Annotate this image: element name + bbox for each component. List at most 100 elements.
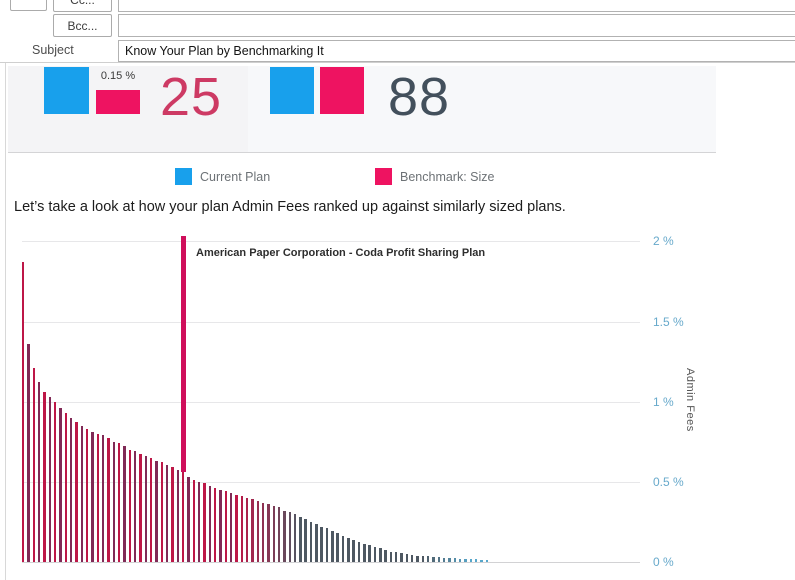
gridline-1pct [22, 402, 640, 403]
plan-bar [459, 558, 462, 562]
plan-bar [389, 551, 393, 562]
plan-bar [208, 485, 211, 562]
plan-bar [448, 557, 451, 562]
gridline-2pct [22, 241, 640, 242]
plan-bar [325, 528, 329, 562]
plan-bar [187, 476, 190, 562]
plan-bar [229, 492, 233, 562]
bcc-field[interactable] [118, 14, 795, 37]
plan-bar [32, 367, 36, 562]
admin-fees-bar-chart: 2 % 1.5 % 1 % 0.5 % 0 % Admin Fees Ameri… [0, 228, 795, 580]
plan-bar [443, 557, 446, 562]
cc-button[interactable]: Cc... [53, 0, 112, 12]
plan-bar [261, 502, 265, 562]
plan-bar [171, 467, 174, 562]
to-button-partial[interactable] [10, 0, 47, 11]
plan-bar [320, 526, 323, 562]
plan-bar [203, 483, 206, 562]
plan-bar [22, 261, 25, 562]
current-plan-annotation: American Paper Corporation - Coda Profit… [196, 247, 486, 259]
metric-card-plan-count [248, 66, 716, 153]
plan-bar [176, 469, 179, 562]
plan-bar [315, 524, 318, 562]
plan-bar [379, 548, 382, 562]
bcc-button[interactable]: Bcc... [53, 14, 112, 37]
plan-bar [48, 396, 52, 562]
plan-bar [368, 545, 371, 562]
plan-bar [453, 558, 457, 562]
plan-bar [80, 425, 84, 562]
plan-bar [112, 441, 115, 562]
plan-bar [411, 554, 414, 562]
plan-bar [155, 460, 158, 562]
plan-bar [219, 489, 222, 562]
plan-bar [469, 559, 473, 562]
ytick-1pct: 1 % [653, 395, 674, 409]
plan-bar [384, 549, 387, 562]
x-axis-baseline [22, 562, 640, 563]
current-plan-bar [181, 472, 185, 562]
subject-label: Subject [32, 43, 74, 57]
plan-bar [421, 555, 425, 562]
plan-bar [64, 412, 68, 562]
plan-bar [277, 507, 281, 562]
legend-benchmark-label: Benchmark: Size [400, 170, 495, 184]
plan-bar [53, 401, 57, 562]
plan-bar [69, 417, 73, 562]
plan-bar [197, 481, 201, 562]
ytick-0pct: 0 % [653, 555, 674, 569]
plan-bar [213, 488, 217, 562]
plan-bar [464, 558, 467, 562]
benchmark-swatch-large [320, 67, 364, 114]
plan-bar [405, 553, 409, 562]
ytick-0-5pct: 0.5 % [653, 475, 684, 489]
subject-field[interactable] [118, 40, 795, 62]
plan-bar [485, 559, 489, 562]
gridline-1-5pct [22, 322, 640, 323]
compose-header: Cc... Bcc... Subject [0, 0, 795, 62]
plan-bar [91, 431, 94, 562]
plan-bar [427, 556, 430, 562]
plan-bar [192, 480, 195, 562]
legend-benchmark-swatch [375, 168, 392, 185]
benchmark-swatch-bar [96, 90, 140, 114]
plan-bar [251, 499, 254, 562]
plan-bar [59, 407, 62, 562]
plan-bar [480, 559, 483, 562]
cc-field[interactable] [118, 0, 795, 12]
plan-bar [133, 451, 137, 562]
plan-bar [272, 505, 275, 562]
plan-bar [347, 537, 350, 562]
plan-bar [416, 555, 419, 562]
plan-bar [267, 504, 270, 562]
plan-bar [475, 559, 478, 562]
plan-bar [373, 546, 377, 562]
plan-bar [107, 438, 110, 562]
plan-bar [96, 433, 99, 562]
plan-bar [101, 435, 105, 562]
plan-bar [395, 552, 398, 562]
cards-divider [8, 152, 716, 153]
plan-bar [85, 428, 89, 562]
plan-bar [235, 494, 238, 562]
body-left-border [5, 63, 6, 580]
plan-bar [123, 446, 126, 562]
plan-bar [363, 543, 366, 562]
metric-value-25: 25 [160, 67, 223, 127]
intro-paragraph: Let’s take a look at how your plan Admin… [14, 199, 566, 215]
metric-value-88: 88 [388, 67, 451, 127]
plan-bar [139, 454, 142, 562]
plan-bar [144, 456, 147, 562]
plan-bar [27, 343, 30, 562]
current-plan-swatch-large [270, 67, 314, 114]
current-plan-highlight-bar [180, 236, 186, 473]
plan-bar [149, 458, 153, 562]
plan-bar [283, 510, 286, 562]
plan-bar [352, 540, 355, 562]
y-axis-title: Admin Fees [684, 368, 696, 432]
plan-bar [75, 422, 78, 562]
plan-bar [240, 496, 243, 562]
plan-bar [160, 462, 163, 562]
plan-bar [165, 464, 169, 562]
